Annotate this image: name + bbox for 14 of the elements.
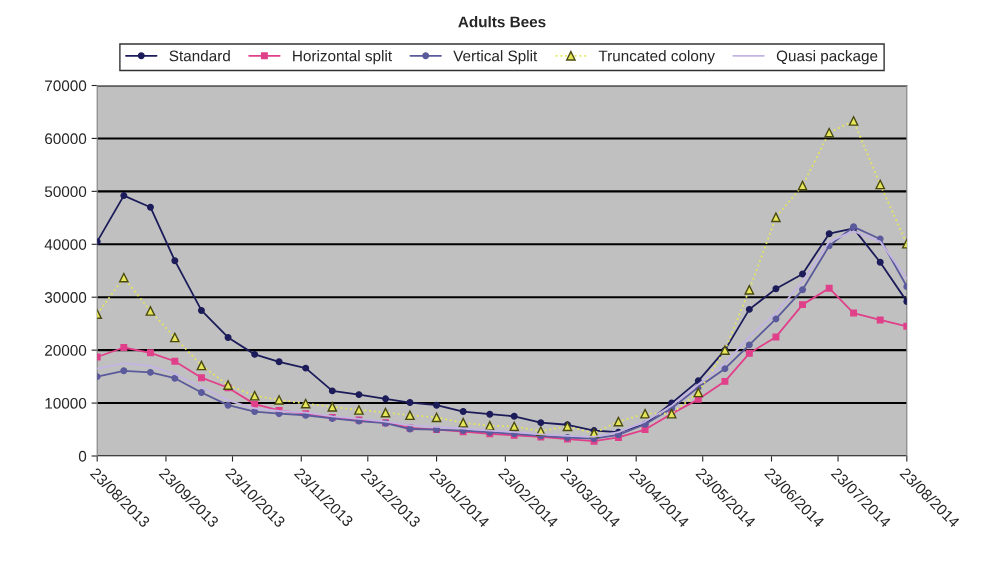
chart-title: Adults Bees [458, 16, 546, 28]
legend-label: Vertical Split [453, 50, 538, 65]
y-tick-label: 40000 [44, 239, 87, 250]
y-tick-label: 0 [78, 450, 87, 462]
legend-label: Quasi package [776, 50, 878, 65]
legend-label: Standard [169, 50, 230, 62]
y-tick-label: 10000 [45, 397, 87, 409]
y-tick-label: 60000 [45, 133, 87, 145]
y-tick-label: 50000 [44, 186, 87, 198]
legend-label: Horizontal split [293, 50, 392, 65]
y-tick-label: 30000 [44, 292, 87, 303]
y-tick-label: 20000 [45, 345, 87, 356]
y-tick-label: 70000 [45, 80, 87, 92]
legend-label: Truncated colony [598, 50, 715, 65]
